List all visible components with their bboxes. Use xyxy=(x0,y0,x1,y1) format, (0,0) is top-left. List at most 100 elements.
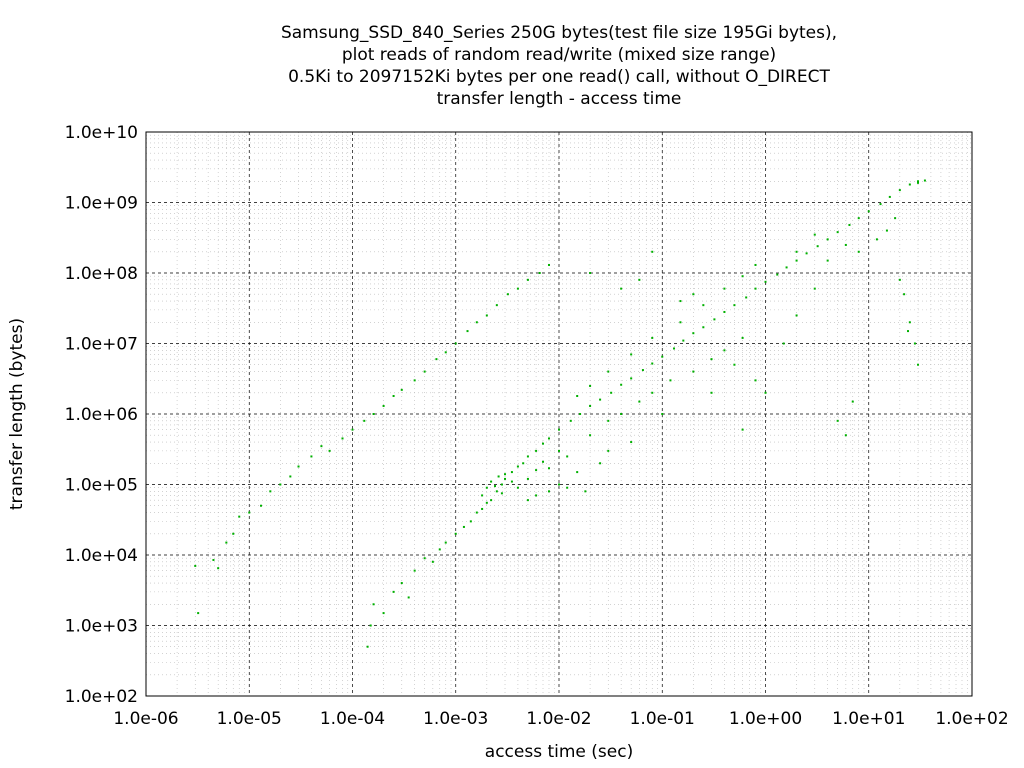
data-point xyxy=(485,314,488,317)
plot-frame xyxy=(145,131,973,697)
data-point xyxy=(898,189,901,192)
data-point xyxy=(599,398,602,401)
data-point xyxy=(741,275,744,278)
data-point xyxy=(400,388,403,391)
data-point xyxy=(576,395,579,398)
data-point xyxy=(516,486,519,489)
data-point xyxy=(679,300,682,303)
data-point xyxy=(851,400,854,403)
data-point xyxy=(407,596,410,599)
y-tick-label: 1.0e+02 xyxy=(65,687,138,707)
data-point xyxy=(494,485,497,488)
data-point xyxy=(481,507,484,510)
data-point xyxy=(702,304,705,307)
data-point xyxy=(469,520,472,523)
data-point xyxy=(857,217,860,220)
data-point xyxy=(589,434,592,437)
data-point xyxy=(490,480,493,483)
data-point xyxy=(310,455,313,458)
data-point xyxy=(495,490,498,493)
y-tick-label: 1.0e+06 xyxy=(65,405,138,425)
data-point xyxy=(466,330,469,333)
x-tick-label: 1.0e-06 xyxy=(113,709,178,729)
data-point xyxy=(908,321,911,324)
data-point xyxy=(569,419,572,422)
data-point xyxy=(475,321,478,324)
data-point xyxy=(745,296,748,299)
data-point xyxy=(651,391,654,394)
data-point xyxy=(907,330,910,333)
data-point xyxy=(885,229,888,232)
data-point xyxy=(413,569,416,572)
title-line: Samsung_SSD_840_Series 250G bytes(test f… xyxy=(281,23,837,43)
data-point xyxy=(741,336,744,339)
data-point xyxy=(506,293,509,296)
x-tick-label: 1.0e-01 xyxy=(630,709,695,729)
y-axis-ticks: 1.0e+02 1.0e+03 1.0e+04 1.0e+05 1.0e+06 1.0e+… xyxy=(65,123,138,707)
data-point xyxy=(363,419,366,422)
data-point xyxy=(217,567,220,570)
data-point xyxy=(867,210,870,213)
data-point xyxy=(620,413,623,415)
data-point xyxy=(538,272,541,274)
data-point xyxy=(816,245,819,248)
data-point xyxy=(692,370,695,373)
data-point xyxy=(836,419,839,422)
y-tick-label: 1.0e+07 xyxy=(65,335,138,355)
data-point xyxy=(702,326,705,329)
data-point xyxy=(661,413,664,415)
data-point xyxy=(547,263,550,266)
y-tick-label: 1.0e+08 xyxy=(65,264,138,284)
data-point xyxy=(485,501,488,504)
data-point xyxy=(630,441,633,444)
y-tick-label: 1.0e+09 xyxy=(65,194,138,214)
data-point xyxy=(673,347,676,350)
data-point xyxy=(194,564,197,567)
data-point xyxy=(547,467,550,470)
data-point xyxy=(682,339,685,342)
data-point xyxy=(497,475,500,478)
data-point xyxy=(481,494,484,497)
data-point xyxy=(723,310,726,313)
data-point xyxy=(558,428,560,431)
data-point xyxy=(260,504,263,507)
x-tick-label: 1.0e-02 xyxy=(526,709,591,729)
data-point xyxy=(485,486,488,489)
data-point xyxy=(526,477,529,480)
data-point xyxy=(669,379,672,382)
data-points xyxy=(194,179,926,648)
data-point xyxy=(813,233,816,236)
data-point xyxy=(495,304,498,307)
data-point xyxy=(248,511,251,514)
data-point xyxy=(903,293,906,296)
data-point xyxy=(566,486,569,489)
data-point xyxy=(547,490,550,493)
data-point xyxy=(733,363,736,366)
y-tick-label: 1.0e+04 xyxy=(65,546,138,566)
data-point xyxy=(641,369,644,372)
data-point xyxy=(382,404,385,407)
data-point xyxy=(341,437,344,440)
data-point xyxy=(431,560,434,563)
data-point xyxy=(754,263,757,266)
data-point xyxy=(620,287,623,290)
data-point xyxy=(894,217,897,220)
data-point xyxy=(576,471,579,474)
data-point xyxy=(526,278,529,281)
data-point xyxy=(504,473,507,476)
data-point xyxy=(558,449,560,452)
data-point xyxy=(382,612,385,615)
x-tick-label: 1.0e+02 xyxy=(935,709,1008,729)
data-point xyxy=(692,293,695,296)
data-point xyxy=(547,437,550,440)
data-point xyxy=(413,379,416,382)
data-point xyxy=(526,455,529,458)
data-point xyxy=(542,442,545,445)
data-point xyxy=(679,321,682,324)
data-point xyxy=(848,223,851,226)
data-point xyxy=(795,259,798,262)
data-point xyxy=(723,287,726,290)
data-point xyxy=(475,511,478,514)
data-point xyxy=(328,449,331,452)
x-tick-label: 1.0e+00 xyxy=(729,709,802,729)
